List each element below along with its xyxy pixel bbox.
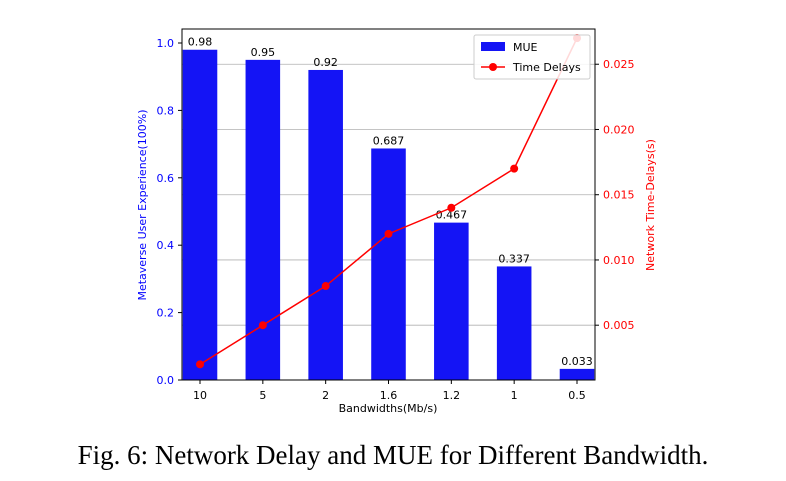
y-right-tick-label: 0.015	[603, 189, 635, 202]
y-right-tick-label: 0.005	[603, 319, 635, 332]
y-left-axis-label: Metaverse User Experience(100%)	[136, 109, 149, 300]
chart: 0.98 0.95 0.92 0.687 0.467 0.337 0.033 10 5 2 1.6…	[136, 28, 657, 415]
bar	[434, 222, 469, 380]
y-left-tick-label: 0.6	[157, 172, 175, 185]
bar	[371, 148, 406, 380]
x-tick-label: 10	[193, 389, 207, 402]
x-tick-label: 1.2	[443, 389, 461, 402]
delay-point	[510, 164, 519, 173]
bar-value-label: 0.687	[373, 134, 405, 147]
figure-caption: Fig. 6: Network Delay and MUE for Differ…	[77, 440, 709, 470]
x-tick-label: 0.5	[568, 389, 586, 402]
delay-point	[321, 282, 330, 291]
y-right-tick-label: 0.020	[603, 123, 635, 136]
x-ticks: 10 5 2 1.6 1.2 1 0.5	[193, 380, 586, 402]
bar	[182, 49, 218, 381]
legend-mue-label: MUE	[513, 41, 538, 54]
bar	[496, 266, 532, 380]
bar-labels: 0.98 0.95 0.92 0.687 0.467 0.337 0.033	[188, 36, 593, 368]
y-left-tick-label: 0.4	[157, 239, 175, 252]
bar	[308, 69, 343, 381]
legend: MUE Time Delays	[473, 34, 591, 80]
y-left-ticks: 0.0 0.2 0.4 0.6 0.8 1.0	[157, 37, 182, 387]
y-left-tick-label: 0.2	[157, 307, 175, 320]
bar-value-label: 0.467	[436, 209, 468, 222]
bar-value-label: 0.98	[188, 36, 213, 49]
y-left-tick-label: 1.0	[157, 37, 175, 50]
delay-point	[196, 360, 204, 369]
y-right-tick-label: 0.010	[603, 254, 635, 267]
delay-point	[384, 229, 393, 238]
y-right-ticks: 0.005 0.010 0.015 0.020 0.025	[595, 58, 635, 332]
x-tick-label: 2	[322, 389, 329, 402]
x-axis-label: Bandwidths(Mb/s)	[339, 402, 438, 415]
y-right-axis-label: Network Time-Delays(s)	[644, 139, 657, 271]
x-tick-label: 1.6	[380, 389, 398, 402]
y-left-tick-label: 0.0	[157, 374, 175, 387]
legend-mue-swatch	[481, 42, 505, 51]
y-right-tick-label: 0.025	[603, 58, 635, 71]
bar-value-label: 0.033	[561, 355, 593, 368]
bar-value-label: 0.337	[498, 252, 530, 265]
bar	[559, 368, 595, 380]
bar-value-label: 0.95	[251, 46, 276, 59]
bar-value-label: 0.92	[313, 56, 338, 69]
delay-point	[258, 321, 267, 330]
x-tick-label: 1	[511, 389, 518, 402]
legend-delay-label: Time Delays	[512, 61, 581, 74]
x-tick-label: 5	[259, 389, 266, 402]
legend-delay-marker	[489, 63, 497, 71]
y-left-tick-label: 0.8	[157, 104, 175, 117]
delay-point	[447, 203, 456, 212]
